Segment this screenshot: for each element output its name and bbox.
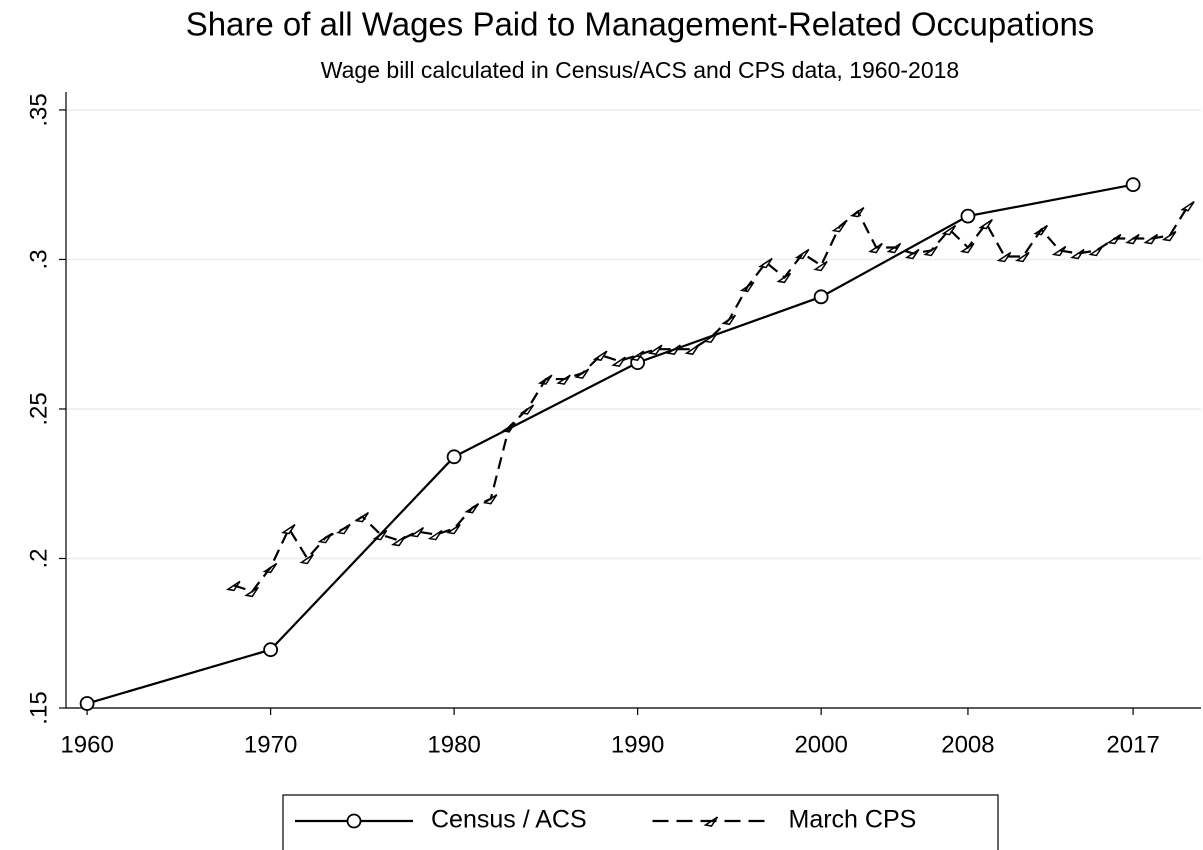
legend-label: Census / ACS xyxy=(431,806,587,834)
marker xyxy=(886,242,902,254)
y-tick-label: .15 xyxy=(25,691,52,724)
chart-title: Share of all Wages Paid to Management-Re… xyxy=(186,6,1095,43)
legend-marker xyxy=(346,813,362,829)
series-line xyxy=(86,183,1134,705)
marker xyxy=(996,251,1012,263)
marker xyxy=(941,224,957,236)
marker xyxy=(1125,233,1140,245)
marker xyxy=(225,580,241,592)
series-line xyxy=(233,205,1190,593)
marker xyxy=(611,356,626,367)
marker xyxy=(263,642,279,658)
y-tick-label: .3 xyxy=(25,249,52,269)
marker xyxy=(684,344,700,355)
marker xyxy=(1088,245,1104,257)
y-tick-label: .2 xyxy=(25,548,52,568)
marker xyxy=(262,562,278,574)
x-tick-label: 1990 xyxy=(611,731,664,758)
marker xyxy=(464,503,480,514)
marker xyxy=(409,526,425,538)
marker xyxy=(574,368,590,379)
marker xyxy=(960,208,976,224)
legend-marker xyxy=(703,816,719,827)
marker xyxy=(904,248,920,260)
marker xyxy=(1180,201,1195,212)
marker xyxy=(317,532,333,544)
marker xyxy=(1015,251,1030,263)
marker xyxy=(923,245,938,257)
marker xyxy=(647,344,663,355)
marker xyxy=(629,350,645,361)
x-tick-label: 1960 xyxy=(60,731,113,758)
x-tick-label: 2000 xyxy=(794,731,847,758)
marker xyxy=(703,332,718,344)
marker xyxy=(868,242,883,254)
marker xyxy=(354,511,369,523)
marker xyxy=(537,374,553,385)
marker xyxy=(813,289,829,305)
marker xyxy=(501,422,516,433)
marker xyxy=(299,553,314,565)
x-tick-label: 2008 xyxy=(941,731,994,758)
marker xyxy=(519,404,535,415)
marker xyxy=(336,523,351,535)
marker xyxy=(1125,177,1141,193)
marker xyxy=(831,221,847,233)
x-tick-label: 1980 xyxy=(427,731,480,758)
marker xyxy=(1070,248,1085,260)
marker xyxy=(666,344,681,355)
marker xyxy=(1033,224,1048,236)
marker xyxy=(391,535,406,547)
legend-box xyxy=(282,794,999,850)
marker xyxy=(1161,230,1177,242)
marker xyxy=(482,494,498,505)
legend-label: March CPS xyxy=(789,806,917,834)
x-tick-label: 2017 xyxy=(1106,731,1159,758)
marker xyxy=(776,272,792,284)
marker xyxy=(978,218,993,230)
marker xyxy=(556,374,571,385)
marker xyxy=(446,523,461,535)
marker xyxy=(739,281,755,293)
marker xyxy=(244,586,259,598)
chart-subtitle: Wage bill calculated in Census/ACS and C… xyxy=(321,57,959,83)
marker xyxy=(959,242,975,254)
marker xyxy=(721,314,737,326)
x-tick-label: 1970 xyxy=(244,731,297,758)
marker xyxy=(813,260,828,272)
marker xyxy=(79,696,95,711)
marker xyxy=(446,449,462,465)
marker xyxy=(280,523,296,535)
y-tick-label: .25 xyxy=(25,392,52,425)
marker xyxy=(592,350,608,361)
marker xyxy=(849,206,865,218)
y-tick-label: .35 xyxy=(25,93,52,126)
marker xyxy=(1051,245,1067,257)
marker xyxy=(372,529,388,541)
marker xyxy=(1106,233,1122,245)
marker xyxy=(758,257,773,269)
marker xyxy=(427,529,443,541)
marker xyxy=(794,248,810,260)
marker xyxy=(1143,233,1159,245)
